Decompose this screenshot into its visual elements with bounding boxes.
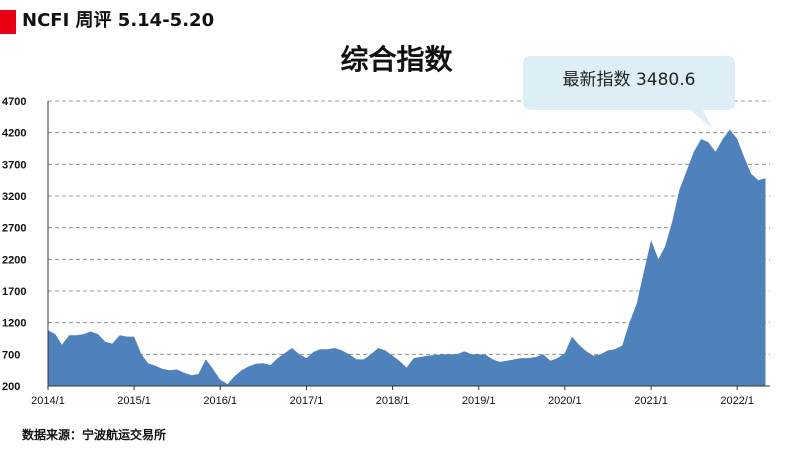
composite-index-area bbox=[48, 129, 766, 386]
callout-bubble bbox=[523, 56, 735, 128]
axes bbox=[47, 101, 770, 390]
latest-index-callout: 最新指数 3480.6 bbox=[523, 52, 735, 108]
x-tick-label-2018/1: 2018/1 bbox=[376, 395, 410, 407]
y-tick-label-200: 200 bbox=[2, 381, 20, 393]
y-tick-labels: 200 700 1200 1700 2200 2700 3200 3700 4200 4700 bbox=[2, 96, 26, 393]
gridlines bbox=[48, 100, 770, 355]
y-tick-label-4700: 4700 bbox=[2, 96, 26, 108]
y-tick-label-1700: 1700 bbox=[2, 286, 26, 298]
y-tick-label-2200: 2200 bbox=[2, 254, 26, 266]
callout-pointer bbox=[523, 56, 735, 128]
header-title: NCFI 周评 5.14-5.20 bbox=[22, 10, 215, 31]
x-tick-label-2019/1: 2019/1 bbox=[462, 395, 496, 407]
x-tick-label-2020/1: 2020/1 bbox=[548, 395, 582, 407]
y-tick-label-3700: 3700 bbox=[2, 159, 26, 171]
y-tick-label-1200: 1200 bbox=[2, 318, 26, 330]
x-tick-label-2016/1: 2016/1 bbox=[203, 395, 237, 407]
y-tick-label-3200: 3200 bbox=[2, 191, 26, 203]
x-tick-label-2015/1: 2015/1 bbox=[117, 395, 151, 407]
y-tick-label-4200: 4200 bbox=[2, 128, 26, 140]
x-tick-label-2014/1: 2014/1 bbox=[31, 395, 65, 407]
header-accent-bar bbox=[0, 10, 16, 34]
latest-index-text: 最新指数 3480.6 bbox=[562, 70, 696, 90]
data-source-note: 数据来源：宁波航运交易所 bbox=[22, 428, 167, 442]
x-tick-label-2022/1: 2022/1 bbox=[720, 395, 754, 407]
chart-title: 综合指数 bbox=[340, 43, 453, 76]
area-series bbox=[48, 129, 766, 386]
x-tick-label-2017/1: 2017/1 bbox=[290, 395, 324, 407]
x-tick-labels: 2014/1 2015/1 2016/1 2017/1 2018/1 2019/1 2020… bbox=[31, 395, 754, 407]
y-tick-label-2700: 2700 bbox=[2, 223, 26, 235]
y-tick-label-700: 700 bbox=[2, 349, 20, 361]
x-tick-label-2021/1: 2021/1 bbox=[634, 395, 668, 407]
